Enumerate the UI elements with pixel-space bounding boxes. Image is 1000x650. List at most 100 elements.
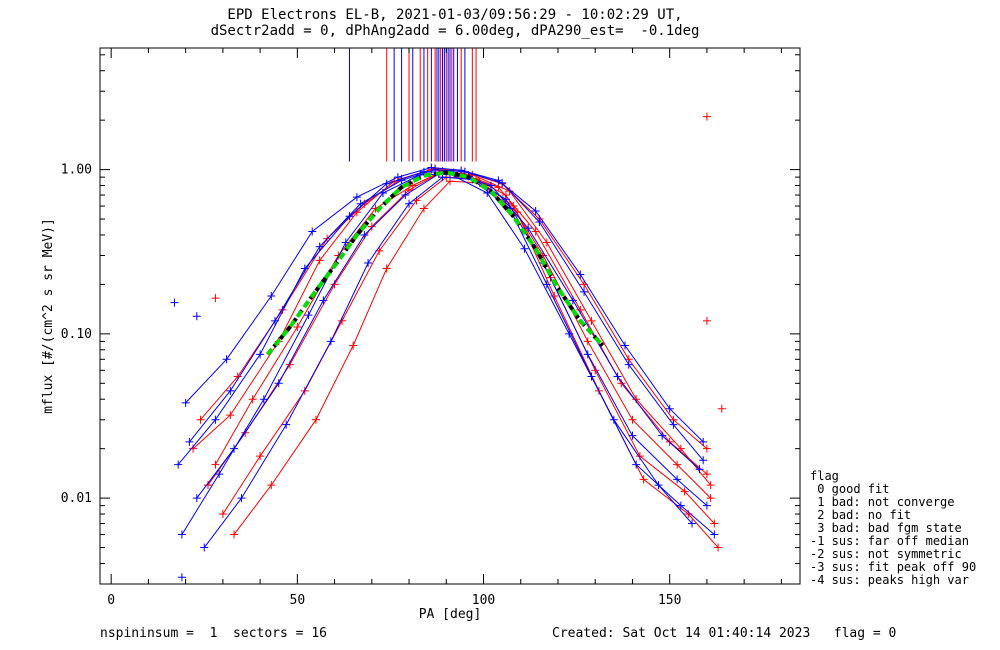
- y-tick-label: 0.10: [61, 327, 92, 342]
- flag-legend: flag 0 good fit 1 bad: not converge 2 ba…: [810, 470, 976, 587]
- isolated-point: [702, 316, 711, 325]
- data-point: [226, 411, 235, 420]
- series-line-red-4: [233, 180, 719, 548]
- data-point: [702, 444, 711, 453]
- legend-item: -4 sus: peaks high var: [810, 573, 969, 587]
- data-point: [222, 355, 231, 364]
- data-point: [710, 519, 719, 528]
- data-point: [267, 292, 276, 301]
- y-tick-label: 0.01: [61, 491, 92, 506]
- legend-item: 0 good fit: [810, 482, 890, 496]
- data-point: [486, 181, 495, 190]
- data-point: [360, 230, 369, 239]
- data-point: [304, 311, 313, 320]
- isolated-point: [717, 404, 726, 413]
- data-point: [345, 212, 354, 221]
- data-point: [293, 323, 302, 332]
- data-point: [196, 415, 205, 424]
- data-point: [401, 191, 410, 200]
- data-point: [580, 287, 589, 296]
- data-point: [702, 470, 711, 479]
- data-point: [583, 337, 592, 346]
- data-point: [680, 487, 689, 496]
- data-point: [211, 460, 220, 469]
- data-point: [632, 460, 641, 469]
- data-point: [621, 341, 629, 350]
- data-point: [364, 259, 373, 268]
- data-point: [256, 452, 265, 461]
- legend-item: 3 bad: bad fgm state: [810, 521, 962, 535]
- legend-item: -3 sus: fit peak off 90: [810, 560, 977, 574]
- legend-item: -2 sus: not symmetric: [810, 547, 962, 561]
- data-point: [498, 178, 507, 187]
- data-point: [319, 296, 328, 305]
- data-point: [274, 379, 283, 388]
- legend-item: 1 bad: not converge: [810, 495, 955, 509]
- data-point: [174, 460, 183, 469]
- fit-curve-shadow: [266, 170, 605, 356]
- data-point: [267, 481, 276, 490]
- data-point: [218, 510, 227, 519]
- data-point: [200, 543, 209, 552]
- data-point: [211, 415, 220, 424]
- data-point: [397, 176, 406, 185]
- chart-title-line-2: dSectr2add = 0, dPhAng2add = 6.00deg, dP…: [210, 23, 700, 39]
- data-point: [628, 431, 637, 440]
- data-point: [673, 460, 682, 469]
- data-point: [315, 256, 324, 265]
- legend-title: flag: [810, 469, 839, 483]
- data-point: [226, 386, 235, 395]
- data-point: [427, 163, 436, 172]
- data-point: [230, 530, 239, 539]
- data-point: [308, 227, 317, 236]
- plot-area: [170, 48, 726, 582]
- footer-spin-info: nspininsum = 1 sectors = 16: [100, 626, 327, 641]
- data-point: [714, 543, 723, 552]
- y-tick-label: 1.00: [61, 163, 92, 178]
- data-point: [341, 238, 350, 247]
- data-point: [576, 270, 585, 279]
- data-point: [259, 395, 268, 404]
- isolated-point: [702, 112, 711, 121]
- data-point: [676, 501, 685, 510]
- data-point: [706, 481, 715, 490]
- data-point: [408, 181, 417, 190]
- data-point: [706, 494, 715, 503]
- data-point: [695, 465, 704, 474]
- data-point: [699, 456, 708, 465]
- data-point: [457, 166, 466, 175]
- data-point: [535, 217, 544, 226]
- data-point: [349, 341, 358, 350]
- data-point: [256, 350, 265, 359]
- data-point: [192, 494, 201, 503]
- data-point: [665, 404, 674, 413]
- x-tick-label: 150: [658, 593, 681, 608]
- isolated-point: [170, 298, 179, 307]
- x-tick-label: 0: [107, 593, 115, 608]
- data-point: [393, 173, 402, 182]
- data-point: [635, 452, 644, 461]
- y-axis-label: mflux [#/(cm^2 s sr MeV)]: [41, 218, 56, 414]
- data-point: [624, 360, 633, 369]
- data-point: [419, 204, 428, 213]
- plot-frame: [99, 47, 801, 585]
- isolated-point: [211, 294, 220, 303]
- x-tick-label: 50: [290, 593, 306, 608]
- footer-created-info: Created: Sat Oct 14 01:40:14 2023 flag =…: [552, 626, 897, 641]
- data-point: [367, 222, 376, 231]
- data-point: [215, 470, 224, 479]
- data-point: [628, 415, 637, 424]
- data-point: [352, 193, 361, 202]
- series-line-blue-7: [185, 166, 704, 443]
- data-point: [271, 316, 279, 325]
- series-line-blue-10: [189, 169, 704, 461]
- data-point: [177, 530, 186, 539]
- data-point: [181, 398, 190, 407]
- data-point: [613, 372, 622, 381]
- legend-item: 2 bad: no fit: [810, 508, 912, 522]
- isolated-point: [192, 312, 201, 321]
- data-point: [237, 494, 246, 503]
- data-point: [542, 238, 551, 247]
- data-point: [688, 519, 697, 528]
